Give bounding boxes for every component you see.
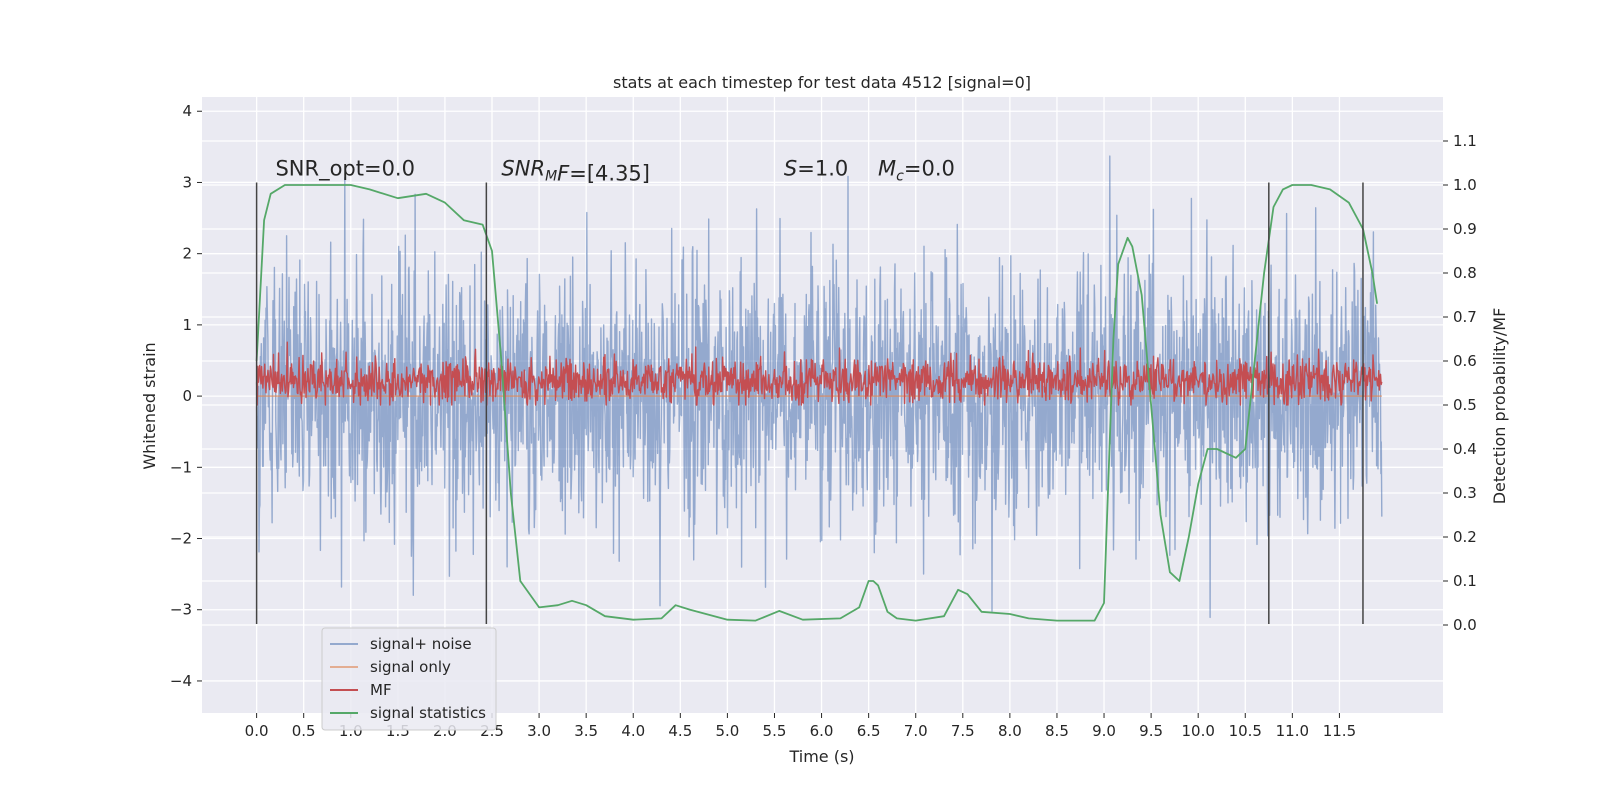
x-tick-label: 6.0 [810,722,834,740]
y-tick-label: 2 [182,245,192,263]
y-tick-label: −2 [170,530,192,548]
y-axis-label: Whitened strain [140,342,159,469]
y-right-tick-label: 0.5 [1453,396,1477,414]
annotation-text: Mc=0.0 [878,156,955,184]
y-tick-label: −4 [170,672,192,690]
legend-label: signal statistics [370,704,486,722]
y-right-axis-label: Detection probability/MF [1490,308,1509,505]
legend-box [321,627,497,731]
annotation-text: SNR_opt=0.0 [275,156,415,181]
x-tick-label: 10.0 [1181,722,1214,740]
legend-label: signal only [370,658,451,676]
chart-title: stats at each timestep for test data 451… [613,73,1031,92]
series-mf [255,341,1383,406]
x-tick-label: 10.5 [1229,722,1262,740]
x-tick-labels: 0.0 0.5 1.0 1.5 2.0 2.5 3.0 3.5 4.0 4.5 5.0 5.5 6.0 6… [245,713,1356,740]
x-tick-label: 0.0 [245,722,269,740]
y-right-tick-label: 0.4 [1453,440,1477,458]
x-tick-label: 8.0 [998,722,1022,740]
y-tick-label: −3 [170,601,192,619]
series-layer [255,155,1383,622]
y-tick-labels: −4 −3 −2 −1 0 1 2 3 4 [170,102,202,690]
y-tick-label: 0 [182,387,192,405]
x-tick-label: 7.5 [951,722,975,740]
x-tick-label: 9.0 [1092,722,1116,740]
annotations: SNR_opt=0.0 SNRMF=[4.35] S=1.0 Mc=0.0 [275,156,954,185]
x-tick-label: 3.5 [574,722,598,740]
y-right-tick-label: 1.1 [1453,132,1477,150]
x-tick-label: 9.5 [1139,722,1163,740]
y-tick-label: −1 [170,458,192,476]
y-right-tick-label: 1.0 [1453,176,1477,194]
annotation-text: S=1.0 [784,156,848,180]
y-right-tick-label: 0.1 [1453,572,1477,590]
y-tick-label: 1 [182,316,192,334]
legend: signal+ noise signal only MF signal statist… [321,627,497,731]
x-tick-label: 5.5 [763,722,787,740]
y-right-tick-label: 0.9 [1453,220,1477,238]
annotation-text: SNRMF=[4.35] [501,156,650,185]
y-tick-label: 3 [182,173,192,191]
y-right-tick-label: 0.3 [1453,484,1477,502]
series-signal-statistics [255,184,1378,622]
x-tick-label: 7.0 [904,722,928,740]
y-right-tick-label: 0.0 [1453,616,1477,634]
y-right-tick-label: 0.7 [1453,308,1477,326]
x-tick-label: 0.5 [292,722,316,740]
legend-label: signal+ noise [370,635,472,653]
x-tick-label: 4.5 [668,722,692,740]
y-right-tick-label: 0.8 [1453,264,1477,282]
y-right-tick-label: 0.6 [1453,352,1477,370]
x-tick-label: 11.0 [1276,722,1309,740]
x-tick-label: 5.0 [715,722,739,740]
x-tick-label: 8.5 [1045,722,1069,740]
y-right-tick-labels: 0.0 0.1 0.2 0.3 0.4 0.5 0.6 0.7 0.8 0.9 1.0 1.1 [1443,132,1477,634]
x-tick-label: 3.0 [527,722,551,740]
x-tick-label: 11.5 [1323,722,1356,740]
x-axis-label: Time (s) [788,747,854,766]
legend-label: MF [370,681,392,699]
x-tick-label: 4.0 [621,722,645,740]
y-right-tick-label: 0.2 [1453,528,1477,546]
y-tick-label: 4 [182,102,192,120]
vertical-markers [255,182,1364,624]
x-tick-label: 6.5 [857,722,881,740]
